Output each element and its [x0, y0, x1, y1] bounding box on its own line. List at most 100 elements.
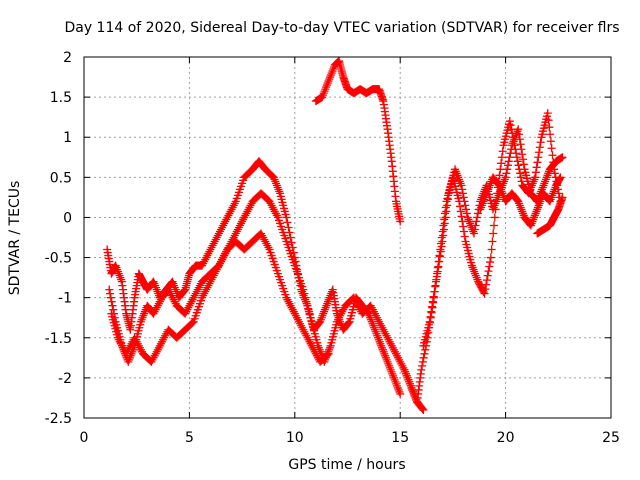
data-point-interp	[293, 315, 302, 324]
data-point-interp	[323, 299, 332, 308]
data-point	[124, 357, 133, 366]
data-point-interp	[318, 311, 327, 320]
data-point-interp	[148, 355, 157, 364]
data-point-interp	[109, 305, 118, 314]
data-point-interp	[486, 179, 495, 188]
data-point	[149, 277, 158, 286]
data-point-interp	[374, 315, 383, 324]
data-point-interp	[117, 341, 126, 350]
data-point	[324, 77, 333, 86]
data-point-interp	[541, 177, 550, 186]
data-point-interp	[378, 345, 387, 354]
data-point-interp	[389, 345, 398, 354]
data-point	[282, 213, 291, 222]
data-point-interp	[124, 345, 133, 354]
data-point	[136, 317, 145, 326]
data-point-interp	[519, 160, 528, 169]
data-point-interp	[151, 305, 160, 314]
data-point-interp	[287, 238, 296, 247]
data-point-interp	[272, 211, 281, 220]
data-point	[181, 309, 190, 318]
data-point-interp	[321, 303, 330, 312]
data-point-interp	[215, 227, 224, 236]
data-point-interp	[126, 351, 135, 360]
data-point-interp	[232, 227, 241, 236]
data-point-interp	[351, 297, 360, 306]
data-series	[105, 189, 428, 414]
data-point-interp	[151, 281, 160, 290]
data-point-interp	[453, 171, 462, 180]
data-point	[299, 285, 308, 294]
data-point-interp	[392, 379, 401, 388]
x-tick-labels: 0 5 10 15 20 25	[80, 430, 620, 446]
data-point-interp	[487, 245, 496, 254]
data-point-interp	[378, 323, 387, 332]
data-point-interp	[396, 357, 405, 366]
data-point	[419, 405, 428, 414]
data-point-interp	[291, 311, 300, 320]
data-point-interp	[168, 293, 177, 302]
data-point	[324, 349, 333, 358]
data-point-interp	[314, 319, 323, 328]
data-point-interp	[496, 183, 505, 192]
data-point-interp	[462, 205, 471, 214]
data-point-interp	[190, 291, 199, 300]
data-point-interp	[405, 377, 414, 386]
data-point-interp	[226, 207, 235, 216]
data-point	[206, 245, 215, 254]
data-point-interp	[518, 207, 527, 216]
data-point	[514, 125, 523, 134]
data-point-interp	[459, 227, 468, 236]
data-point-interp	[209, 271, 218, 280]
data-point-interp	[485, 262, 494, 271]
data-point-interp	[215, 259, 224, 268]
data-point-interp	[455, 177, 464, 186]
data-point-interp	[153, 345, 162, 354]
data-point-interp	[428, 302, 437, 311]
data-point-interp	[136, 345, 145, 354]
data-point-interp	[266, 199, 275, 208]
data-point-interp	[161, 331, 170, 340]
data-point-interp	[284, 223, 293, 232]
data-point-interp	[543, 171, 552, 180]
data-point-interp	[310, 347, 319, 356]
data-point	[400, 365, 409, 374]
data-point-interp	[327, 69, 336, 78]
data-point-interp	[140, 309, 149, 318]
data-series	[476, 173, 565, 230]
data-point-interp	[150, 279, 159, 288]
data-point-interp	[217, 225, 226, 234]
data-point-interp	[325, 293, 334, 302]
data-point-interp	[156, 339, 165, 348]
data-point-interp	[486, 258, 495, 267]
data-point	[545, 197, 554, 206]
data-point-interp	[320, 307, 329, 316]
data-point-interp	[300, 289, 309, 298]
data-point-interp	[139, 311, 148, 320]
data-point-interp	[344, 319, 353, 328]
data-point-interp	[283, 295, 292, 304]
data-point-interp	[116, 339, 125, 348]
data-point-interp	[482, 276, 491, 285]
data-point-interp	[516, 169, 525, 178]
data-point-interp	[218, 255, 227, 264]
data-point-interp	[534, 201, 543, 210]
axis-ticks	[83, 56, 612, 419]
data-point-interp	[159, 335, 168, 344]
data-point-interp	[272, 181, 281, 190]
data-point-interp	[477, 201, 486, 210]
data-point-interp	[391, 377, 400, 386]
data-point-interp	[518, 209, 527, 218]
data-point-interp	[125, 343, 134, 352]
data-point-interp	[537, 185, 546, 194]
data-point	[282, 293, 291, 302]
data-point-interp	[288, 305, 297, 314]
data-point-interp	[502, 169, 511, 178]
data-point	[501, 173, 510, 182]
data-point-interp	[394, 385, 403, 394]
data-point-interp	[267, 201, 276, 210]
plot-frame	[83, 56, 612, 419]
data-point-interp	[512, 153, 521, 162]
data-point-interp	[439, 231, 448, 240]
data-point-interp	[473, 213, 482, 222]
